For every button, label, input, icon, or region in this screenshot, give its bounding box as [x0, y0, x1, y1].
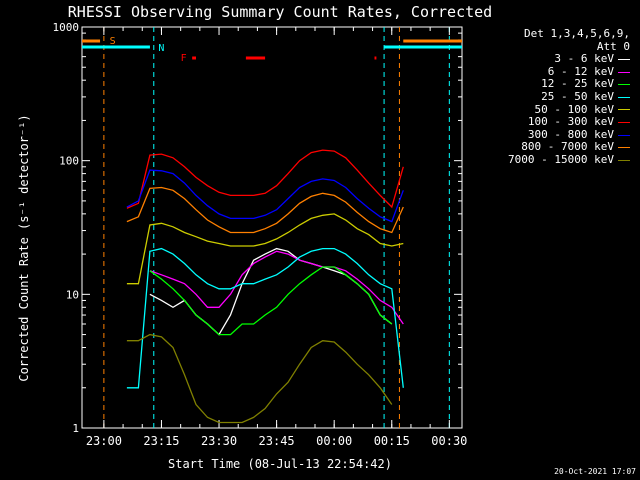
- chart-title: RHESSI Observing Summary Count Rates, Co…: [68, 3, 492, 21]
- ytick-label: 1: [72, 422, 79, 435]
- legend-swatch: [618, 84, 630, 86]
- series-line: [126, 247, 404, 389]
- legend-item: 50 - 100 keV: [508, 102, 630, 117]
- series-line: [126, 333, 393, 424]
- legend-label: 800 - 7000 keV: [521, 140, 614, 154]
- legend-label: 6 - 12 keV: [547, 64, 614, 78]
- legend-item: 6 - 12 keV: [508, 64, 630, 79]
- legend-swatch: [618, 134, 630, 136]
- legend-swatch: [618, 121, 630, 123]
- series-lines: [126, 149, 404, 424]
- flag-label: S: [110, 36, 116, 47]
- detector-header: Det 1,3,4,5,6,9,: [524, 27, 630, 40]
- legend-item: 100 - 300 keV: [508, 116, 630, 129]
- xtick-label: 00:30: [431, 434, 467, 448]
- attenuator-header: Att 0: [596, 39, 630, 53]
- series-line: [126, 169, 404, 223]
- legend-label: 12 - 25 keV: [541, 77, 614, 91]
- footer-date: 20-Oct-2021 17:07: [554, 467, 636, 476]
- legend-label: 7000 - 15000 keV: [508, 152, 614, 166]
- chart-ylabel: Corrected Count Rate (s⁻¹ detector⁻¹): [17, 114, 31, 381]
- legend-swatch: [618, 147, 630, 149]
- series-line: [149, 250, 404, 325]
- legend-swatch: [618, 71, 630, 73]
- axis-ticks: 1 10 100 1000 23:00 23:15 23:30 23:45 00:00 00:15…: [53, 21, 468, 448]
- legend: Det 1,3,4,5,6,9, Att 0 3 - 6 keV 6 - 12 k…: [508, 27, 630, 167]
- legend-rows: 3 - 6 keV 6 - 12 keV 12 - 25 keV 25 - 50 ke…: [508, 53, 630, 166]
- ytick-label: 1000: [53, 21, 80, 34]
- xtick-label: 23:15: [143, 434, 179, 448]
- ytick-label: 100: [59, 155, 79, 168]
- legend-swatch: [618, 159, 630, 161]
- xtick-label: 00:00: [316, 434, 352, 448]
- legend-item: 12 - 25 keV: [508, 78, 630, 91]
- xtick-label: 23:30: [201, 434, 237, 448]
- flag-label: N: [158, 43, 164, 54]
- flag-bars: S N F: [82, 36, 462, 64]
- series-line: [126, 213, 404, 285]
- ytick-label: 10: [66, 288, 79, 301]
- series-line: [126, 149, 404, 209]
- flag-label: F: [181, 53, 187, 64]
- legend-label: 50 - 100 keV: [534, 102, 614, 116]
- legend-item: 25 - 50 keV: [508, 89, 630, 104]
- legend-item: 300 - 800 keV: [508, 127, 630, 142]
- legend-label: 100 - 300 keV: [527, 115, 614, 129]
- legend-item: 7000 - 15000 keV: [508, 152, 630, 167]
- legend-label: 3 - 6 keV: [554, 52, 614, 66]
- plot-frame: [81, 26, 463, 429]
- xtick-label: 00:15: [374, 434, 410, 448]
- legend-swatch: [618, 96, 630, 98]
- legend-item: 3 - 6 keV: [508, 53, 630, 66]
- xtick-label: 23:45: [259, 434, 295, 448]
- chart-xlabel: Start Time (08-Jul-13 22:54:42): [168, 457, 392, 471]
- legend-item: 800 - 7000 keV: [508, 141, 630, 154]
- series-line: [126, 186, 404, 234]
- legend-label: 25 - 50 keV: [541, 89, 614, 103]
- xtick-label: 23:00: [86, 434, 122, 448]
- series-line: [149, 266, 393, 336]
- plot-area: [81, 26, 463, 429]
- legend-swatch: [618, 109, 630, 111]
- legend-label: 300 - 800 keV: [527, 127, 614, 141]
- legend-swatch: [618, 58, 630, 60]
